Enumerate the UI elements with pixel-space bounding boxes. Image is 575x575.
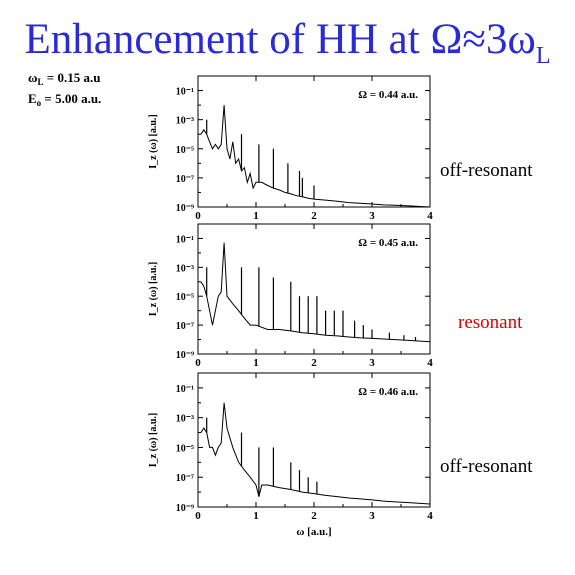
- parameter-field: Eo = 5.00 a.u.: [28, 91, 102, 108]
- chart-panel-3: 0 1 2 3 4 10⁻⁹ 10⁻⁷ 10⁻⁵ 10⁻³ 10⁻¹ I_z (ω) [a.u.] Ω…: [148, 372, 433, 538]
- page-title: Enhancement of HH at Ω≈3ωL: [24, 16, 551, 69]
- x-tick-label: 0: [195, 210, 201, 222]
- y-tick-label: 10⁻⁵: [176, 145, 194, 156]
- x-tick-label: 0: [195, 357, 201, 369]
- side-label-off-resonant-2: off-resonant: [440, 456, 533, 477]
- x-tick-label: 4: [427, 210, 433, 222]
- x-tick-label: 3: [369, 357, 375, 369]
- y-tick-label: 10⁻³: [176, 116, 194, 127]
- y-axis-label: I_z (ω) [a.u.]: [148, 413, 159, 468]
- y-tick-label: 10⁻⁵: [176, 292, 194, 303]
- x-tick-label: 1: [253, 357, 259, 369]
- side-label-off-resonant-1: off-resonant: [440, 160, 533, 181]
- x-tick-label: 4: [427, 357, 433, 369]
- y-tick-label: 10⁻¹: [176, 87, 194, 98]
- omega-annotation: Ω = 0.44 a.u.: [358, 89, 418, 101]
- x-tick-label: 3: [369, 210, 375, 222]
- parameter-omega: ωL = 0.15 a.u: [28, 70, 101, 87]
- y-tick-label: 10⁻¹: [176, 384, 194, 395]
- y-tick-label: 10⁻⁵: [176, 443, 194, 454]
- y-tick-label: 10⁻³: [176, 263, 194, 274]
- y-tick-label: 10⁻⁷: [176, 174, 194, 185]
- chart-panel-2: 0 1 2 3 4 10⁻⁹ 10⁻⁷ 10⁻⁵ 10⁻³ 10⁻¹ I_z (ω) [a.u.] Ω…: [148, 223, 433, 369]
- y-axis-label: I_z (ω) [a.u.]: [148, 262, 159, 317]
- x-tick-label: 2: [311, 210, 317, 222]
- x-tick-label: 0: [195, 510, 201, 522]
- spectrum-line: [200, 402, 431, 505]
- x-axis-label: ω [a.u.]: [296, 526, 331, 538]
- spectrum-line: [200, 105, 431, 208]
- y-tick-label: 10⁻³: [176, 414, 194, 425]
- y-tick-label: 10⁻⁹: [176, 350, 194, 361]
- y-tick-label: 10⁻⁹: [176, 503, 194, 514]
- x-tick-label: 3: [369, 510, 375, 522]
- spectrum-line: [200, 242, 431, 343]
- omega-annotation: Ω = 0.46 a.u.: [358, 386, 418, 398]
- chart-panel-1: 0 1 2 3 4 10⁻⁹ 10⁻⁷ 10⁻⁵ 10⁻³ 10⁻¹ I_z (ω) [a.u.] Ω…: [148, 75, 433, 222]
- x-tick-label: 2: [311, 357, 317, 369]
- x-tick-label: 1: [253, 510, 259, 522]
- y-tick-label: 10⁻⁷: [176, 321, 194, 332]
- y-tick-label: 10⁻⁹: [176, 203, 194, 214]
- x-tick-label: 4: [427, 510, 433, 522]
- side-label-resonant: resonant: [458, 312, 523, 333]
- y-tick-label: 10⁻⁷: [176, 473, 194, 484]
- x-tick-label: 1: [253, 210, 259, 222]
- parameters: ωL = 0.15 a.u Eo = 5.00 a.u.: [28, 68, 101, 110]
- y-axis-label: I_z (ω) [a.u.]: [148, 114, 159, 169]
- omega-annotation: Ω = 0.45 a.u.: [358, 237, 418, 249]
- x-tick-label: 2: [311, 510, 317, 522]
- y-tick-label: 10⁻¹: [176, 234, 194, 245]
